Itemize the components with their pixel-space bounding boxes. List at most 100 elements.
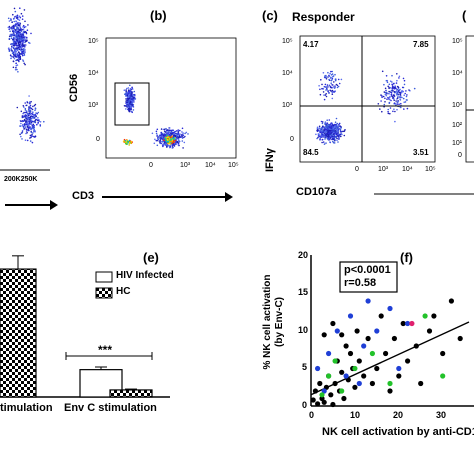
panel-a-event-dot bbox=[8, 20, 11, 22]
panel-b-event-dot bbox=[130, 95, 132, 97]
panel-a-event-dot bbox=[9, 54, 12, 56]
panel-f-point bbox=[315, 401, 321, 407]
panel-b-event-dot bbox=[181, 140, 184, 142]
panel-a-event-dot bbox=[20, 110, 23, 113]
panel-c-title: Responder bbox=[292, 10, 355, 24]
panel-b-event-dot bbox=[161, 135, 163, 137]
panel-b-event-dot bbox=[155, 139, 158, 142]
panel-a-event-dot bbox=[23, 38, 25, 41]
panel-a-event-dot bbox=[34, 109, 36, 112]
panel-f-point bbox=[422, 313, 428, 319]
panel-a-event-dot bbox=[31, 133, 33, 136]
panel-a-event-dot bbox=[24, 107, 27, 110]
panel-a-event-dot bbox=[26, 101, 29, 104]
panel-b-event-dot bbox=[128, 108, 130, 110]
panel-a-event-dot bbox=[31, 108, 34, 111]
panel-a-event-dot bbox=[8, 50, 11, 52]
panel-b-event-dot bbox=[123, 138, 126, 141]
panel-b-event-dot bbox=[158, 135, 161, 137]
panel-b-event-dot bbox=[125, 89, 127, 91]
panel-a-event-dot bbox=[30, 32, 32, 35]
panel-a-event-dot bbox=[21, 131, 24, 133]
panel-a-event-dot bbox=[13, 54, 16, 57]
panel-a-event-dot bbox=[23, 124, 26, 126]
panel-a-event-dot bbox=[14, 43, 16, 46]
panel-a-event-dot bbox=[8, 25, 11, 28]
panel-a-svg bbox=[0, 7, 58, 210]
panel-a-event-dot bbox=[24, 139, 27, 141]
panel-b-event-dot bbox=[156, 135, 158, 137]
panel-b-event-dot bbox=[133, 90, 136, 93]
panel-b-event-dot bbox=[167, 142, 169, 145]
panel-b-event-dot bbox=[126, 139, 128, 141]
panel-a-event-dot bbox=[10, 18, 12, 20]
panel-a-event-dot bbox=[22, 116, 24, 118]
panel-a-event-dot bbox=[22, 123, 24, 126]
panel-f-point bbox=[391, 335, 397, 342]
panel-a-event-dot bbox=[23, 128, 25, 130]
panel-a-event-dot bbox=[21, 18, 24, 21]
panel-b-event-dot bbox=[128, 110, 131, 113]
panel-a-event-dot bbox=[20, 135, 22, 138]
panel-b-event-dot bbox=[184, 132, 186, 135]
panel-a-event-dot bbox=[11, 46, 13, 48]
panel-f-point bbox=[356, 358, 362, 364]
panel-a-event-dot bbox=[10, 37, 13, 39]
panel-a-event-dot bbox=[34, 108, 37, 110]
panel-a-event-dot bbox=[24, 111, 27, 114]
panel-b-event-dot bbox=[168, 142, 171, 144]
panel-a-event-dot bbox=[11, 25, 13, 28]
panel-a-event-dot bbox=[18, 43, 21, 46]
panel-b-event-dot bbox=[175, 143, 177, 146]
panel-a-event-dot bbox=[26, 125, 29, 128]
panel-a-event-dot bbox=[13, 30, 16, 33]
panel-b-event-dot bbox=[162, 134, 165, 136]
panel-a-event-dot bbox=[19, 26, 22, 29]
panel-b-event-dot bbox=[175, 130, 178, 132]
panel-a-event-dot bbox=[15, 59, 17, 62]
panel-a-event-dot bbox=[17, 42, 20, 44]
panel-b-event-dot bbox=[163, 139, 165, 141]
panel-a-event-dot bbox=[36, 123, 38, 126]
panel-b-event-dot bbox=[177, 136, 180, 139]
panel-a-event-dot bbox=[23, 111, 25, 114]
panel-a-event-dot bbox=[24, 48, 26, 51]
panel-a-event-dot bbox=[14, 28, 16, 31]
panel-f-point bbox=[334, 328, 340, 334]
panel-a-event-dot bbox=[16, 34, 19, 37]
panel-a-event-dot bbox=[18, 19, 21, 22]
panel-a-event-dot bbox=[22, 44, 24, 46]
panel-a-event-dot bbox=[29, 134, 32, 137]
panel-a-event-dot bbox=[36, 112, 38, 115]
panel-b-event-dot bbox=[166, 136, 169, 138]
panel-a-event-dot bbox=[24, 50, 26, 52]
panel-a-event-dot bbox=[38, 120, 40, 122]
panel-b-event-dot bbox=[166, 144, 169, 147]
panel-c-event-dot bbox=[334, 139, 337, 141]
panel-a-event-dot bbox=[15, 36, 18, 39]
panel-b-event-dot bbox=[176, 140, 179, 143]
panel-c-ytick-3: 0 bbox=[290, 136, 294, 143]
panel-b-event-dot bbox=[166, 134, 168, 137]
panel-a-event-dot bbox=[30, 100, 32, 103]
panel-a-event-dot bbox=[17, 38, 20, 41]
panel-a-event-dot bbox=[16, 39, 19, 41]
panel-a-event-dot bbox=[12, 36, 15, 39]
panel-f-point bbox=[374, 365, 380, 372]
panel-a-event-dot bbox=[21, 51, 24, 53]
panel-b-gate bbox=[114, 82, 150, 126]
panel-a-event-dot bbox=[37, 117, 39, 119]
panel-b-event-dot bbox=[127, 104, 129, 106]
panel-a-event-dot bbox=[12, 56, 15, 58]
panel-b-event-dot bbox=[164, 141, 166, 143]
panel-b-event-dot bbox=[173, 143, 175, 145]
panel-a-event-dot bbox=[23, 53, 26, 56]
panel-b-event-dot bbox=[167, 129, 169, 131]
panel-b-event-dot bbox=[129, 96, 131, 98]
panel-a-event-dot bbox=[17, 59, 20, 62]
panel-a-event-dot bbox=[7, 26, 10, 29]
panel-a-event-dot bbox=[21, 45, 24, 48]
panel-f-point bbox=[326, 373, 332, 379]
panel-f-xtick-3: 30 bbox=[436, 410, 447, 420]
panel-a-event-dot bbox=[24, 41, 26, 44]
